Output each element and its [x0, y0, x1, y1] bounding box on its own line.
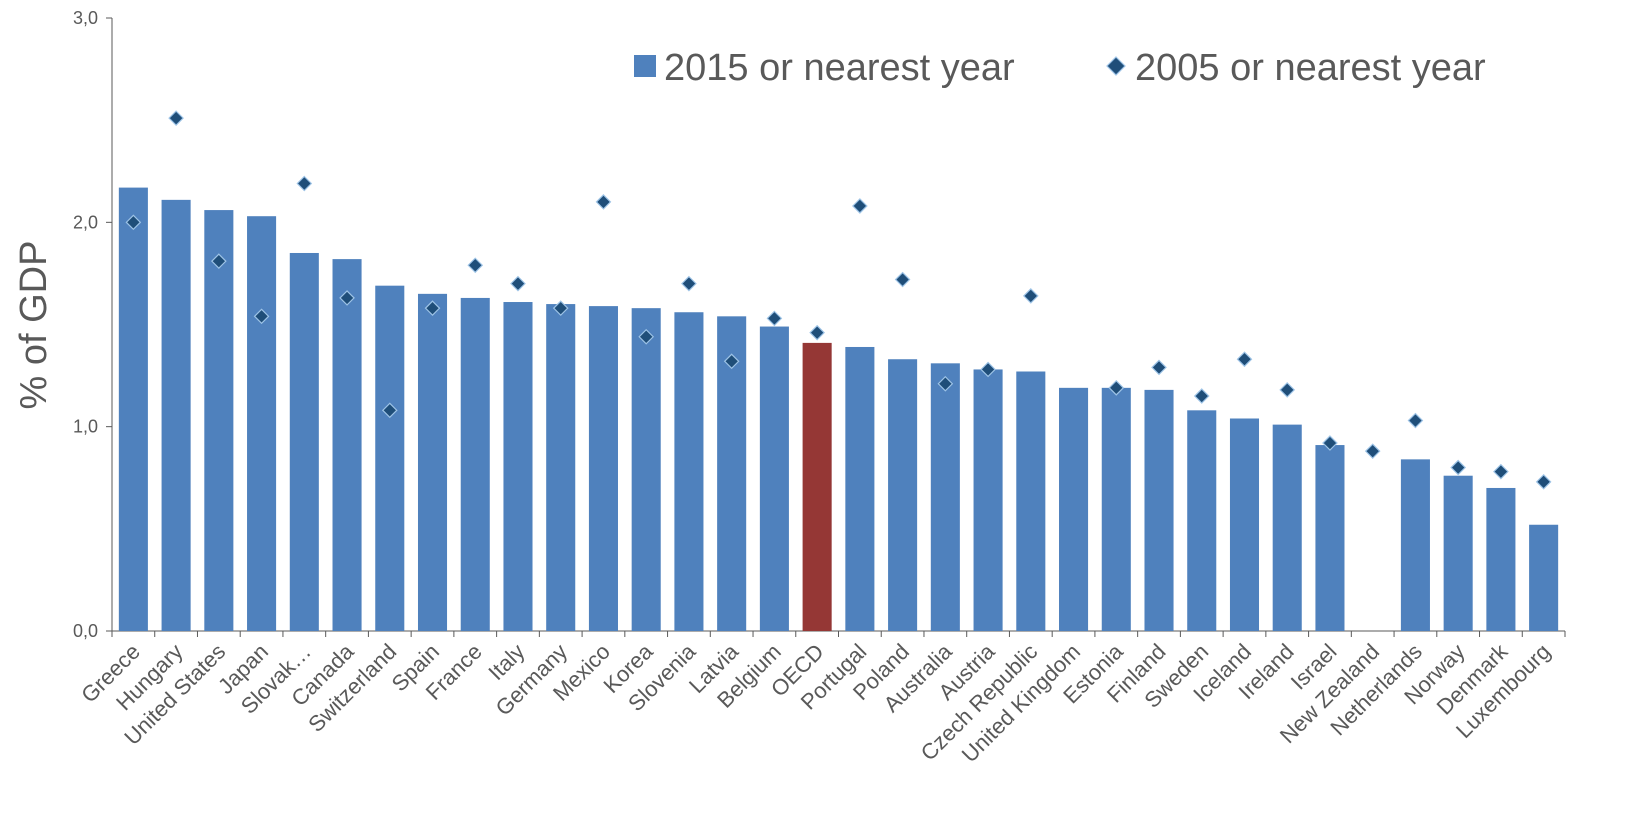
- legend-marker-diamond: [1106, 56, 1126, 76]
- marker-point: [809, 324, 825, 341]
- marker-point: [296, 175, 313, 192]
- marker-point: [1322, 435, 1338, 451]
- y-tick-label: 3,0: [73, 8, 98, 28]
- bar: [1443, 475, 1473, 631]
- marker-point: [1193, 388, 1210, 404]
- marker-point: [253, 308, 270, 325]
- bar: [674, 312, 704, 631]
- marker-point: [1450, 459, 1467, 476]
- marker-point: [168, 110, 184, 126]
- bar: [460, 297, 490, 631]
- marker-point: [1279, 382, 1296, 398]
- bar: [930, 363, 960, 631]
- bar: [1101, 387, 1131, 631]
- marker-point: [510, 275, 526, 292]
- legend-swatch-bars: [634, 55, 656, 77]
- legend-label-bars: 2015 or nearest year: [664, 47, 1015, 89]
- y-tick-label: 2,0: [73, 212, 98, 232]
- legend-label-markers: 2005 or nearest year: [1135, 47, 1486, 89]
- bar: [888, 359, 918, 631]
- marker-point: [937, 375, 954, 392]
- marker-point: [894, 271, 911, 288]
- marker-point: [1493, 463, 1509, 480]
- marker-point: [1364, 443, 1381, 460]
- bar: [1486, 487, 1516, 631]
- bar: [1144, 389, 1174, 631]
- bar: [289, 252, 319, 631]
- bar: [1016, 371, 1046, 631]
- bar: [631, 308, 661, 631]
- y-axis-label: % of GDP: [13, 241, 55, 410]
- marker-point: [552, 300, 569, 317]
- marker-point: [595, 194, 612, 210]
- bar: [1315, 445, 1345, 631]
- bar: [1059, 387, 1089, 631]
- bar: [161, 199, 191, 631]
- marker-point: [638, 328, 655, 345]
- bar: [802, 342, 832, 631]
- marker-point: [1407, 412, 1424, 429]
- bar: [247, 216, 277, 631]
- marker-point: [467, 257, 484, 274]
- bar: [1529, 524, 1559, 631]
- bar: [1229, 418, 1260, 631]
- marker-point: [339, 290, 355, 306]
- bar: [759, 326, 789, 631]
- marker-point: [381, 402, 398, 419]
- bar: [332, 259, 362, 631]
- marker-point: [1236, 351, 1253, 368]
- marker-point: [1022, 288, 1039, 304]
- bar: [417, 293, 448, 631]
- bar: [1400, 459, 1430, 631]
- marker-point: [210, 253, 227, 270]
- bar: [973, 369, 1003, 631]
- legend: 2015 or nearest year 2005 or nearest yea…: [634, 47, 1486, 89]
- marker-point: [424, 300, 441, 317]
- bar: [1272, 424, 1302, 631]
- bar: [546, 304, 576, 631]
- bar: [845, 346, 875, 631]
- y-tick-label: 1,0: [73, 417, 98, 437]
- marker-point: [1108, 379, 1125, 396]
- marker-point: [766, 310, 783, 327]
- bar: [503, 302, 533, 631]
- bar: [1187, 410, 1217, 631]
- marker-point: [1535, 473, 1552, 490]
- bar: [118, 187, 148, 631]
- marker-point: [681, 275, 697, 292]
- marker-point: [980, 361, 996, 378]
- marker-point: [723, 353, 740, 370]
- y-tick-label: 0,0: [73, 621, 98, 641]
- bar: [588, 306, 618, 631]
- marker-point: [1151, 359, 1167, 376]
- bar: [204, 210, 234, 631]
- marker-point: [125, 214, 142, 231]
- marker-point: [852, 198, 868, 214]
- bar: [375, 285, 405, 631]
